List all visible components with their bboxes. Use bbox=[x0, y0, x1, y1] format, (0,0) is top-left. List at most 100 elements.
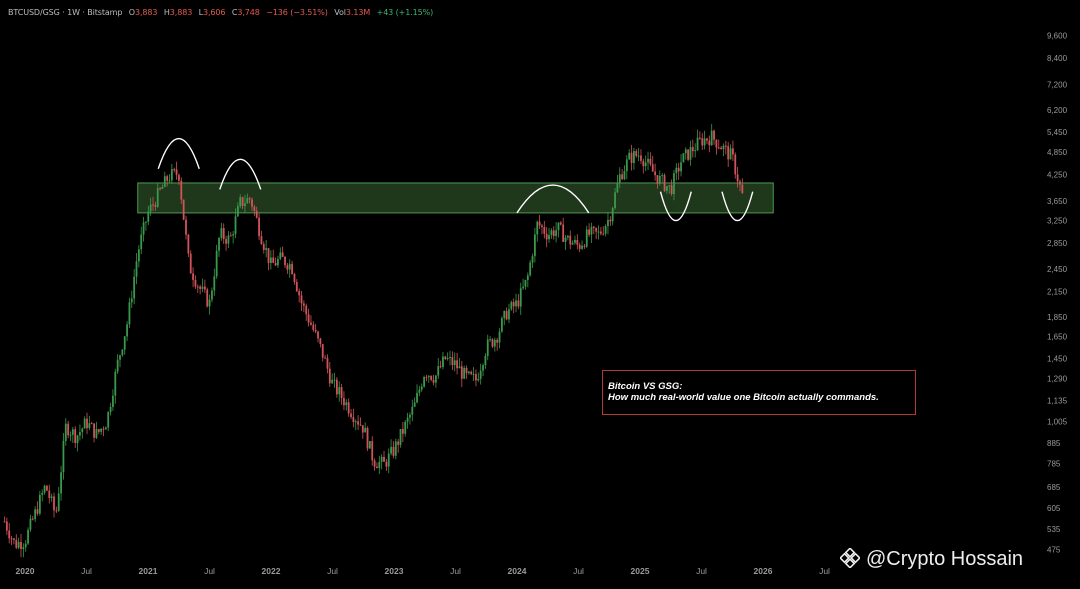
candle bbox=[682, 153, 685, 163]
candle-body bbox=[529, 262, 532, 276]
candle bbox=[71, 426, 74, 443]
candle bbox=[446, 352, 449, 361]
candle-body bbox=[359, 424, 362, 426]
candle bbox=[331, 373, 334, 384]
candle-body bbox=[409, 414, 411, 418]
candle-body bbox=[642, 160, 645, 167]
candle-body bbox=[696, 137, 699, 151]
candle-body bbox=[557, 222, 560, 231]
candle-body bbox=[295, 281, 298, 292]
candle-body bbox=[203, 286, 206, 290]
candle bbox=[427, 374, 430, 383]
candle bbox=[246, 193, 249, 204]
candle-body bbox=[477, 378, 480, 381]
candle-body bbox=[444, 356, 447, 359]
candle-body bbox=[512, 302, 515, 307]
y-tick-label: 2,450 bbox=[1047, 265, 1068, 274]
candle bbox=[661, 173, 664, 184]
candle bbox=[211, 287, 213, 303]
candle bbox=[590, 222, 593, 244]
candle-body bbox=[314, 329, 317, 332]
candle bbox=[543, 221, 546, 239]
candle bbox=[48, 484, 51, 504]
candle-body bbox=[665, 186, 668, 191]
candle bbox=[449, 350, 451, 366]
candle-body bbox=[647, 158, 649, 163]
candle-body bbox=[463, 367, 466, 379]
candle bbox=[508, 303, 510, 324]
candle-body bbox=[522, 286, 525, 289]
candle-body bbox=[663, 175, 666, 191]
candle-body bbox=[545, 233, 548, 240]
candle bbox=[637, 148, 640, 162]
candle bbox=[333, 372, 336, 388]
candle-body bbox=[458, 366, 461, 369]
candle bbox=[578, 242, 581, 253]
candle bbox=[559, 221, 562, 226]
change-value: −136 (−3.51%) bbox=[266, 8, 328, 17]
candle bbox=[399, 429, 402, 448]
candle bbox=[654, 163, 657, 181]
candle-body bbox=[699, 137, 701, 139]
candle bbox=[706, 137, 708, 145]
candle bbox=[93, 423, 95, 443]
candle-body bbox=[215, 250, 218, 277]
candle-body bbox=[371, 441, 374, 461]
candle-body bbox=[574, 239, 576, 243]
candle-body bbox=[126, 324, 128, 337]
candle bbox=[526, 272, 529, 288]
candle bbox=[439, 360, 442, 369]
candle-body bbox=[486, 339, 489, 356]
candle-body bbox=[208, 299, 211, 307]
candle-body bbox=[251, 199, 253, 207]
candle-body bbox=[498, 331, 501, 343]
candle-body bbox=[578, 244, 581, 249]
candle bbox=[564, 235, 567, 251]
candle-body bbox=[154, 204, 157, 207]
candle-body bbox=[347, 402, 350, 414]
candle bbox=[319, 337, 322, 348]
candle bbox=[498, 328, 501, 349]
candle-body bbox=[635, 151, 638, 156]
candle bbox=[423, 375, 425, 388]
candle-body bbox=[213, 276, 216, 291]
candle bbox=[397, 438, 400, 453]
candle bbox=[729, 144, 732, 160]
candle-body bbox=[741, 184, 744, 194]
binance-logo-icon bbox=[839, 547, 861, 569]
candle-body bbox=[133, 276, 136, 299]
y-axis: 475 535 605 685 785 885 1,005 1,135 1,290 1,450 1,… bbox=[1047, 31, 1068, 554]
candle bbox=[310, 315, 312, 326]
candle-body bbox=[357, 421, 359, 425]
candle bbox=[595, 227, 598, 240]
close-label: C bbox=[231, 8, 238, 17]
candle bbox=[340, 383, 343, 405]
candle bbox=[201, 278, 204, 293]
y-tick-label: 475 bbox=[1047, 546, 1061, 555]
y-tick-label: 1,650 bbox=[1047, 333, 1068, 342]
candle bbox=[536, 220, 539, 242]
candle-body bbox=[93, 423, 95, 438]
candle bbox=[20, 533, 22, 558]
candle bbox=[277, 255, 279, 268]
candle-body bbox=[658, 175, 661, 184]
candle-body bbox=[163, 176, 166, 188]
candle bbox=[189, 250, 192, 274]
candle bbox=[602, 226, 605, 236]
candle-body bbox=[267, 248, 270, 264]
candle bbox=[328, 361, 331, 387]
candle-body bbox=[581, 245, 583, 249]
y-tick-label: 685 bbox=[1047, 483, 1061, 492]
candle-body bbox=[142, 222, 145, 235]
candle bbox=[515, 293, 517, 313]
candle bbox=[510, 300, 513, 311]
candle-body bbox=[687, 149, 690, 160]
candle bbox=[545, 227, 548, 248]
candle bbox=[373, 458, 376, 471]
candle bbox=[451, 351, 454, 370]
candle bbox=[140, 226, 143, 254]
candle bbox=[291, 260, 293, 275]
candle bbox=[496, 337, 499, 351]
y-tick-label: 885 bbox=[1047, 439, 1061, 448]
